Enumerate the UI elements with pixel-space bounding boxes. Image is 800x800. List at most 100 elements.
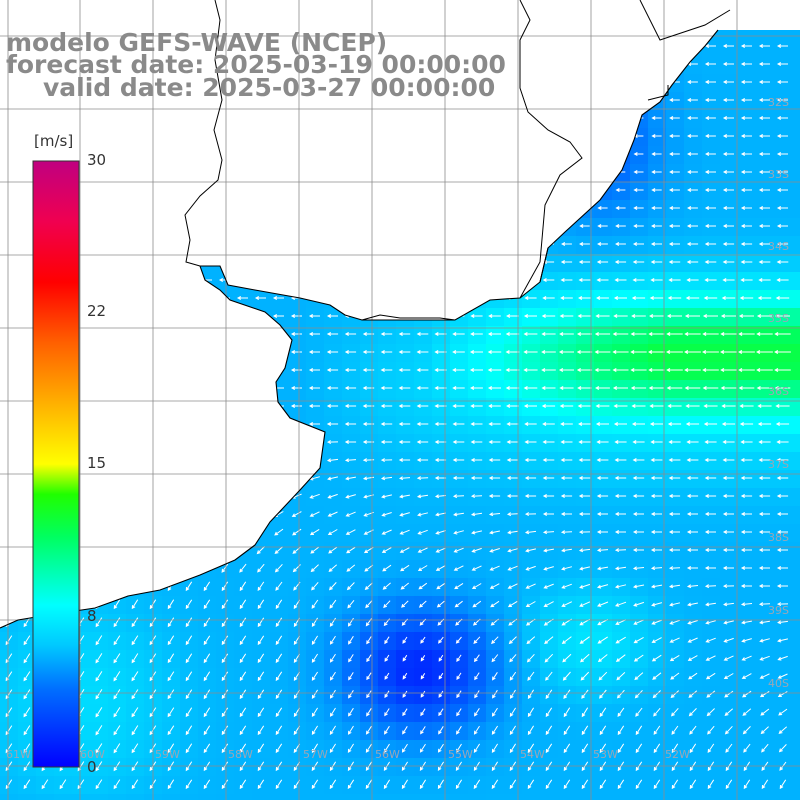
- wind-speed-cell: [594, 362, 613, 381]
- wind-arrow: [723, 637, 734, 643]
- wind-speed-cell: [486, 740, 505, 759]
- wind-arrow: [720, 368, 737, 372]
- wind-speed-cell: [342, 488, 361, 507]
- wind-speed-cell: [702, 164, 721, 183]
- wind-speed-cell: [594, 740, 613, 759]
- wind-arrow: [456, 654, 462, 662]
- wind-speed-cell: [342, 506, 361, 525]
- wind-arrow: [632, 584, 645, 589]
- wind-speed-cell: [684, 560, 703, 579]
- wind-speed-cell: [414, 488, 433, 507]
- wind-arrow: [365, 725, 372, 735]
- wind-speed-cell: [720, 452, 739, 471]
- wind-speed-cell: [450, 434, 469, 453]
- wind-arrow: [686, 476, 699, 480]
- wind-arrow: [776, 134, 788, 138]
- wind-arrow: [615, 601, 627, 607]
- wind-arrow: [561, 636, 572, 645]
- wind-arrow: [722, 206, 734, 210]
- wind-speed-cell: [504, 434, 523, 453]
- wind-speed-cell: [414, 434, 433, 453]
- wind-speed-cell: [720, 632, 739, 651]
- wind-speed-cell: [792, 380, 800, 399]
- wind-arrow: [380, 440, 393, 444]
- wind-speed-cell: [576, 380, 595, 399]
- wind-arrow: [776, 602, 789, 607]
- wind-arrow: [612, 386, 628, 390]
- wind-arrow: [776, 260, 789, 264]
- wind-arrow: [687, 188, 698, 192]
- wind-arrow: [707, 743, 715, 753]
- wind-arrow: [453, 547, 464, 553]
- wind-arrow: [400, 564, 410, 572]
- wind-arrow: [634, 672, 644, 681]
- wind-arrow: [598, 671, 608, 681]
- wind-speed-cell: [306, 380, 325, 399]
- wind-arrow: [596, 278, 609, 282]
- wind-speed-cell: [576, 236, 595, 255]
- wind-speed-cell: [756, 254, 775, 273]
- wind-arrow: [362, 404, 375, 408]
- wind-arrow: [723, 602, 734, 607]
- wind-speed-cell: [378, 524, 397, 543]
- wind-arrow: [705, 655, 716, 661]
- wind-arrow: [470, 458, 483, 462]
- wind-arrow: [453, 530, 464, 535]
- wind-arrow: [327, 511, 338, 517]
- wind-arrow: [740, 494, 753, 498]
- wind-speed-cell: [594, 650, 613, 669]
- wind-arrow: [740, 188, 752, 192]
- wind-speed-cell: [756, 30, 775, 39]
- wind-speed-cell: [396, 416, 415, 435]
- wind-arrow: [651, 170, 662, 174]
- wind-arrow: [650, 260, 663, 264]
- wind-arrow: [488, 476, 501, 480]
- wind-arrow: [580, 671, 590, 681]
- wind-speed-cell: [108, 794, 127, 800]
- wind-arrow: [560, 458, 573, 462]
- wind-speed-cell: [540, 470, 559, 489]
- wind-arrow: [669, 654, 680, 662]
- wind-arrow: [704, 80, 716, 84]
- lat-label: 37S: [768, 458, 789, 471]
- wind-arrow: [740, 80, 752, 84]
- wind-speed-cell: [108, 632, 127, 651]
- wind-speed-cell: [342, 560, 361, 579]
- wind-speed-cell: [504, 308, 523, 327]
- wind-speed-cell: [324, 614, 343, 633]
- wind-speed-cell: [342, 416, 361, 435]
- wind-arrow: [687, 620, 698, 625]
- wind-arrow: [398, 422, 411, 426]
- wind-speed-cell: [504, 326, 523, 345]
- wind-arrow: [597, 654, 608, 663]
- wind-speed-cell: [774, 686, 793, 705]
- wind-arrow: [469, 368, 483, 372]
- wind-arrow: [434, 440, 447, 444]
- wind-speed-cell: [774, 578, 793, 597]
- wind-arrow: [633, 601, 645, 607]
- wind-speed-cell: [522, 398, 541, 417]
- wind-arrow: [239, 689, 247, 700]
- wind-speed-cell: [702, 344, 721, 363]
- title-valid-date: valid date: 2025-03-27 00:00:00: [43, 73, 496, 102]
- wind-speed-cell: [468, 578, 487, 597]
- wind-speed-cell: [576, 722, 595, 741]
- wind-arrow: [581, 707, 589, 718]
- wind-arrow: [652, 672, 662, 680]
- wind-arrow: [704, 206, 716, 210]
- wind-arrow: [311, 779, 319, 790]
- wind-arrow: [686, 548, 698, 552]
- wind-speed-cell: [360, 632, 379, 651]
- wind-speed-cell: [108, 668, 127, 687]
- wind-speed-cell: [522, 380, 541, 399]
- wind-speed-cell: [630, 416, 649, 435]
- wind-arrow: [523, 332, 538, 336]
- wind-arrow: [615, 242, 626, 246]
- wind-speed-cell: [324, 650, 343, 669]
- wind-speed-cell: [432, 686, 451, 705]
- wind-speed-cell: [558, 596, 577, 615]
- wind-arrow: [632, 494, 645, 498]
- wind-speed-cell: [756, 74, 775, 93]
- wind-arrow: [542, 296, 555, 300]
- wind-speed-cell: [792, 182, 800, 201]
